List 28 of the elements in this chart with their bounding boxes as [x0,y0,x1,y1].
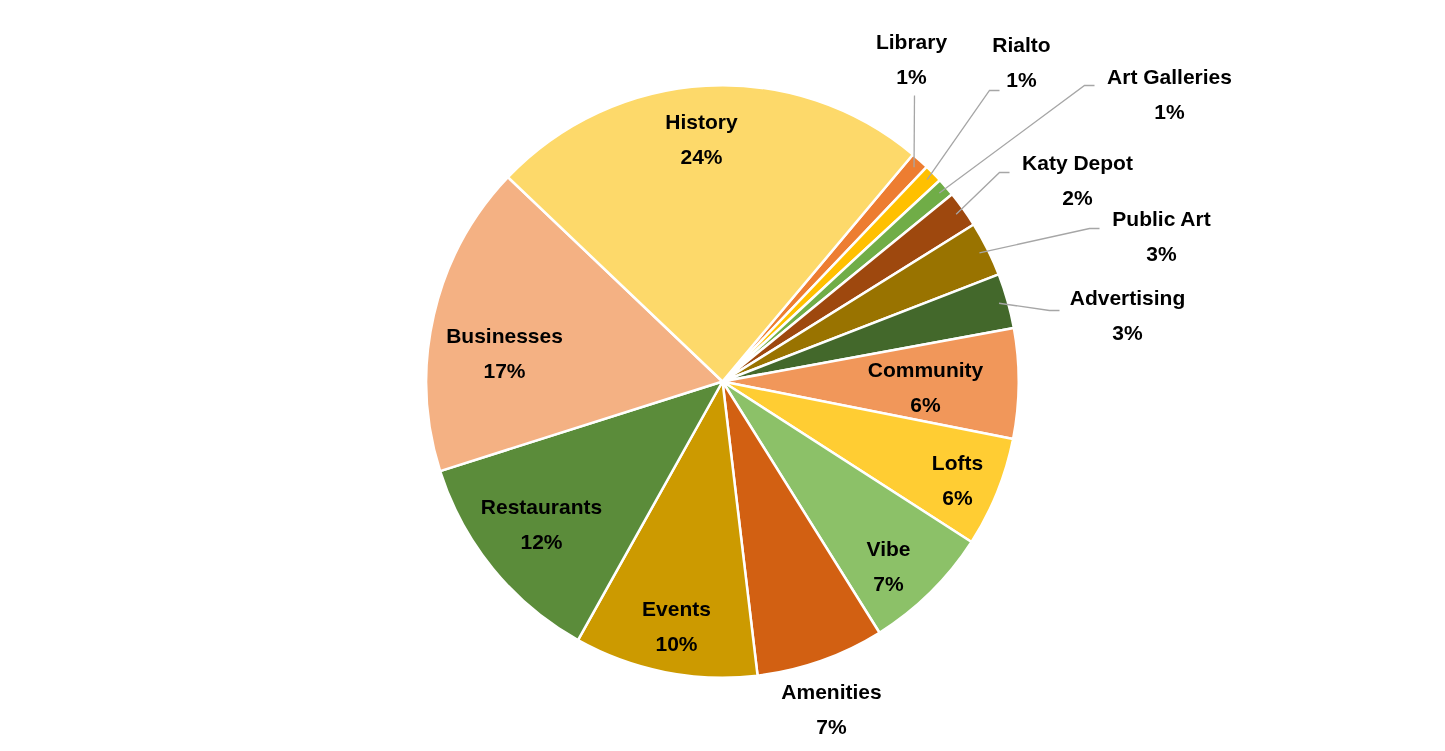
slice-label: Art Galleries [1107,65,1232,89]
slice-label: Library [875,30,948,54]
data-label: 1% [1154,100,1185,124]
data-label: 1% [896,65,927,89]
data-label: 24% [680,145,723,169]
slice-label: Vibe [866,537,911,561]
data-label: 7% [873,572,904,596]
slice-label: Businesses [446,324,563,348]
slice-label: Rialto [992,33,1051,57]
slice-label: History [665,110,738,134]
data-label: 10% [655,632,698,656]
data-label: 6% [910,393,941,417]
slice-label: Events [642,597,711,621]
slice-label: Amenities [781,680,882,704]
data-label: 7% [816,715,847,739]
data-label: 3% [1146,242,1177,266]
data-label: 17% [483,359,526,383]
slice-label: Restaurants [480,495,603,519]
slice-label: Advertising [1069,286,1186,310]
data-label: 2% [1062,186,1093,210]
slice-label: Public Art [1112,207,1211,231]
data-label: 1% [1006,68,1037,92]
data-label: 3% [1112,321,1143,345]
data-label: 12% [520,530,563,554]
slice-label: Katy Depot [1022,151,1133,175]
slice-label: Community [867,358,984,382]
slice-label: Lofts [931,451,984,475]
data-label: 6% [942,486,973,510]
